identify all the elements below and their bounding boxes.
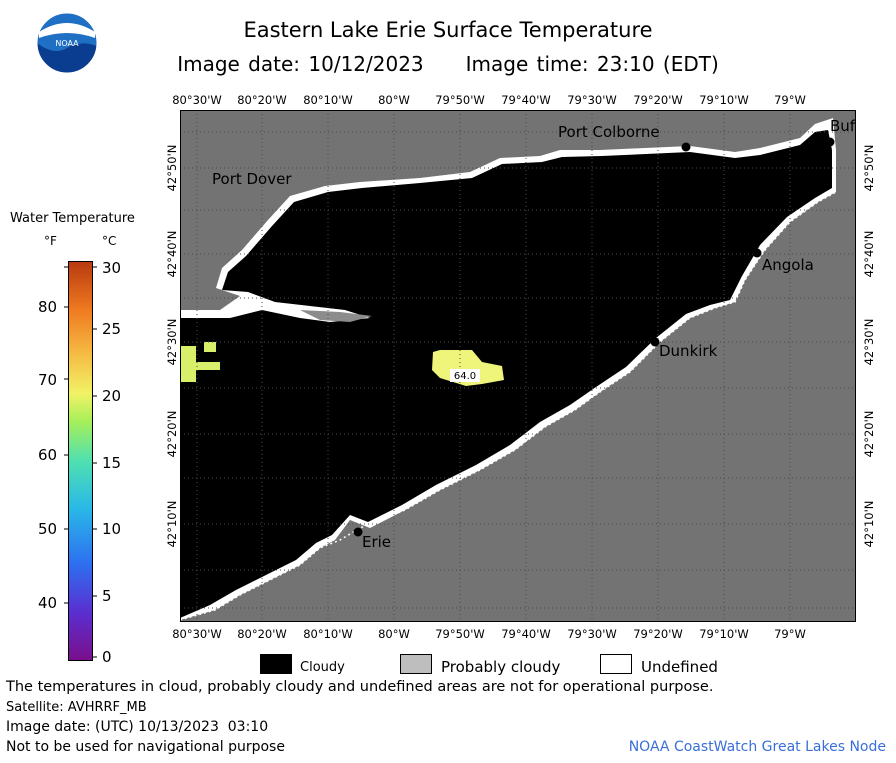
- legend-c-tick: 15: [102, 454, 122, 472]
- undefined-swatch: [600, 654, 632, 674]
- erie-marker[interactable]: [353, 527, 363, 537]
- port-colborne-marker[interactable]: [681, 142, 691, 152]
- top-tick-label: 80°10'W: [303, 93, 353, 107]
- top-tick-label: 79°W: [774, 93, 806, 107]
- left-tick-label: 42°30'N: [165, 318, 179, 366]
- top-tick-label: 80°20'W: [237, 93, 287, 107]
- utc-date-text: Image date: (UTC) 10/13/2023 03:10: [6, 719, 269, 735]
- left-tick-label: 42°40'N: [165, 230, 179, 278]
- legend-c-tick: 0: [102, 648, 112, 666]
- noaa-logo: NOAA: [36, 12, 98, 74]
- bottom-tick-label: 79°10'W: [699, 627, 749, 641]
- legend-c-tick: 10: [102, 520, 122, 538]
- satellite-text: Satellite: AVHRRF_MB: [6, 700, 147, 715]
- left-tick-label: 42°20'N: [165, 410, 179, 458]
- port-colborne-label: Port Colborne: [558, 123, 660, 141]
- bottom-tick-label: 80°10'W: [303, 627, 353, 641]
- left-tick-label: 42°10'N: [165, 500, 179, 548]
- right-tick-label: 42°40'N: [862, 230, 876, 278]
- bottom-tick-label: 80°20'W: [237, 627, 287, 641]
- legend-c-tick: 30: [102, 259, 122, 277]
- legend-f-tick: 50: [38, 520, 58, 538]
- lake-map[interactable]: 64.0: [180, 110, 856, 622]
- bottom-tick-label: 80°W: [378, 627, 410, 641]
- right-tick-label: 42°50'N: [862, 144, 876, 192]
- probably-cloudy-key-label: Probably cloudy: [441, 658, 561, 676]
- bottom-tick-label: 79°50'W: [435, 627, 485, 641]
- top-tick-label: 79°20'W: [633, 93, 683, 107]
- patch-reading: 64.0: [454, 371, 476, 382]
- top-tick-label: 79°40'W: [501, 93, 551, 107]
- cloudy-area: [180, 130, 832, 618]
- probably-cloudy-swatch: [400, 654, 432, 674]
- angola-marker[interactable]: [752, 248, 762, 258]
- navigation-warning: Not to be used for navigational purpose: [6, 739, 285, 755]
- legend-f-tick: 70: [38, 371, 58, 389]
- noaa-credit-link[interactable]: NOAA CoastWatch Great Lakes Node: [628, 739, 886, 755]
- buffalo-label: Buf: [830, 117, 856, 135]
- temperature-patch-west-dot: [204, 342, 216, 352]
- temperature-color-bar: [68, 261, 93, 661]
- legend-f-tick: 60: [38, 446, 58, 464]
- legend-c-tick: 20: [102, 387, 122, 405]
- top-tick-label: 80°W: [378, 93, 410, 107]
- erie-label: Erie: [362, 533, 392, 551]
- right-tick-label: 42°30'N: [862, 318, 876, 366]
- port-dover-label: Port Dover: [212, 170, 292, 188]
- patch-reading-box: [450, 369, 480, 382]
- disclaimer-text: The temperatures in cloud, probably clou…: [6, 679, 714, 695]
- legend-f-tick: 40: [38, 594, 58, 612]
- south-shoreline: [180, 191, 837, 621]
- bottom-tick-label: 79°30'W: [567, 627, 617, 641]
- bottom-tick-label: 80°30'W: [172, 627, 222, 641]
- bottom-tick-label: 79°40'W: [501, 627, 551, 641]
- noaa-logo-text: NOAA: [55, 39, 79, 48]
- bottom-tick-label: 79°W: [774, 627, 806, 641]
- angola-label: Angola: [762, 256, 814, 274]
- map-title: Eastern Lake Erie Surface Temperature: [243, 18, 653, 42]
- buffalo-marker[interactable]: [825, 137, 835, 147]
- right-tick-label: 42°20'N: [862, 410, 876, 458]
- color-bar-ticks: [64, 261, 97, 661]
- legend-unit-c: °C: [102, 234, 117, 248]
- legend-c-tick: 5: [102, 587, 112, 605]
- bottom-tick-label: 79°20'W: [633, 627, 683, 641]
- top-tick-label: 79°10'W: [699, 93, 749, 107]
- map-subtitle: Image date: 10/12/2023 Image time: 23:10 …: [0, 52, 896, 76]
- top-tick-label: 80°30'W: [172, 93, 222, 107]
- right-tick-label: 42°10'N: [862, 500, 876, 548]
- legend-unit-f: °F: [44, 234, 57, 248]
- legend-title: Water Temperature: [10, 211, 135, 226]
- dunkirk-marker[interactable]: [650, 337, 660, 347]
- top-tick-label: 79°50'W: [435, 93, 485, 107]
- left-tick-label: 42°50'N: [165, 144, 179, 192]
- image-time: Image time: 23:10 (EDT): [465, 52, 719, 76]
- cloudy-key-label: Cloudy: [300, 660, 345, 675]
- temperature-patch-west: [180, 346, 220, 382]
- undefined-key-label: Undefined: [641, 658, 718, 676]
- legend-f-tick: 80: [38, 298, 58, 316]
- image-date: Image date: 10/12/2023: [177, 52, 424, 76]
- dunkirk-label: Dunkirk: [659, 342, 718, 360]
- probably-cloudy-area: [300, 310, 372, 322]
- cloudy-swatch: [260, 654, 292, 674]
- map-frame: [180, 110, 856, 622]
- top-tick-label: 79°30'W: [567, 93, 617, 107]
- noaa-logo-icon: NOAA: [36, 12, 98, 74]
- legend-c-tick: 25: [102, 320, 122, 338]
- graticule: [180, 110, 856, 622]
